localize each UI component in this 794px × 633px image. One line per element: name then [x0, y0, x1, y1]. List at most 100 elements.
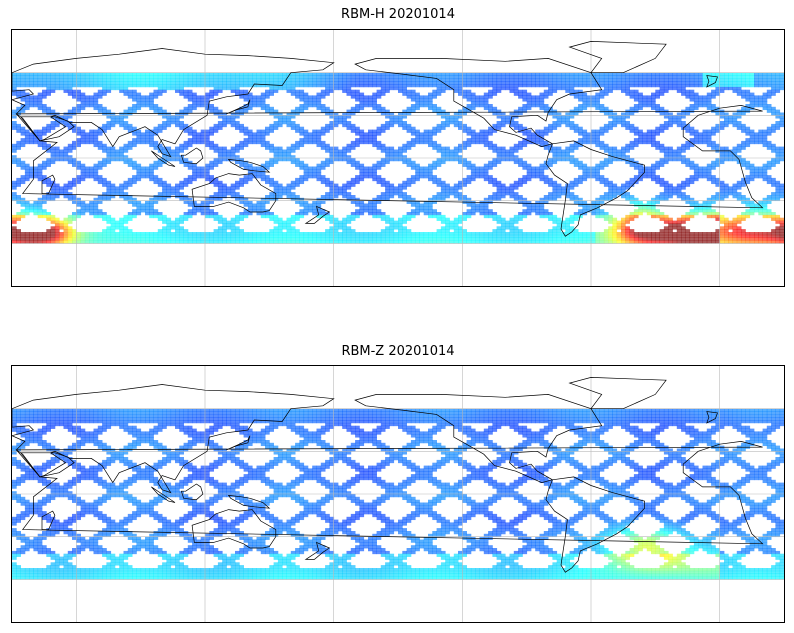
swath-cell — [290, 195, 296, 199]
swath-cell — [166, 158, 172, 162]
swath-cell — [102, 180, 107, 185]
swath-cell — [72, 229, 77, 233]
swath-cell — [496, 214, 502, 219]
swath-cell — [72, 84, 77, 88]
swath-cell — [123, 89, 129, 93]
swath-cell — [175, 229, 180, 233]
swath-cell — [256, 206, 262, 210]
swath-cell — [114, 118, 120, 122]
swath-cell — [548, 180, 553, 185]
swath-cell — [140, 98, 146, 102]
swath-cell — [556, 155, 562, 159]
swath-cell — [466, 104, 472, 108]
swath-cell — [586, 81, 592, 85]
swath-cell — [372, 212, 377, 216]
swath-cell — [260, 95, 266, 99]
map-panel-top — [11, 29, 785, 287]
swath-cell — [612, 86, 618, 91]
swath-cell — [342, 89, 347, 93]
swath-cell — [586, 72, 592, 76]
swath-cell — [466, 75, 472, 79]
swath-cell — [355, 212, 360, 216]
swath-cell — [436, 112, 442, 116]
swath-cell — [80, 129, 86, 133]
swath-cell — [269, 240, 274, 244]
swath-cell — [573, 75, 579, 79]
swath-cell — [295, 195, 300, 199]
swath-cell — [655, 212, 660, 216]
swath-cell — [119, 155, 124, 159]
swath-cell — [200, 72, 206, 76]
swath-cell — [127, 126, 133, 130]
swath-cell — [20, 98, 26, 102]
swath-cell — [582, 135, 588, 139]
swath-cell — [500, 86, 506, 91]
swath-cell — [243, 95, 249, 99]
swath-cell — [320, 126, 326, 130]
swath-cell — [217, 121, 223, 125]
swath-cell — [573, 232, 579, 236]
swath-cell — [466, 234, 472, 239]
swath-cell — [350, 232, 356, 236]
swath-cell — [192, 132, 197, 136]
swath-cell — [693, 106, 699, 111]
swath-cell — [496, 155, 502, 159]
swath-cell — [582, 132, 588, 136]
swath-cell — [428, 169, 433, 173]
swath-cell — [372, 75, 377, 79]
swath-cell — [50, 160, 56, 165]
swath-cell — [175, 121, 180, 125]
swath-cell — [16, 140, 21, 145]
swath-cell — [136, 81, 142, 85]
swath-cell — [179, 81, 184, 85]
swath-cell — [123, 158, 129, 162]
swath-cell — [93, 166, 99, 170]
swath-cell — [72, 214, 77, 219]
swath-cell — [222, 75, 227, 79]
swath-cell — [209, 177, 214, 182]
swath-cell — [213, 129, 219, 133]
swath-cell — [286, 149, 292, 153]
swath-cell — [513, 160, 519, 165]
swath-cell — [470, 75, 476, 79]
swath-cell — [76, 109, 81, 113]
swath-cell — [535, 95, 540, 99]
swath-cell — [505, 149, 510, 153]
swath-cell — [372, 101, 377, 105]
swath-cell — [76, 209, 81, 213]
swath-cell — [97, 209, 103, 213]
swath-cell — [548, 78, 553, 82]
swath-cell — [458, 112, 463, 116]
swath-cell — [496, 192, 502, 196]
swath-cell — [303, 175, 309, 179]
swath-cell — [389, 240, 395, 244]
swath-cell — [286, 81, 292, 85]
swath-cell — [50, 75, 56, 79]
swath-cell — [217, 123, 223, 128]
swath-cell — [102, 158, 107, 162]
swath-cell — [492, 86, 498, 91]
swath-cell — [110, 158, 116, 162]
swath-cell — [239, 160, 244, 165]
swath-cell — [145, 212, 150, 216]
swath-cell — [633, 78, 639, 82]
swath-cell — [676, 78, 682, 82]
swath-cell — [586, 206, 592, 210]
swath-cell — [145, 84, 150, 88]
swath-cell — [415, 84, 420, 88]
swath-cell — [440, 115, 446, 119]
swath-cell — [445, 223, 450, 227]
swath-cell — [179, 78, 184, 82]
swath-cell — [475, 169, 480, 173]
swath-cell — [621, 86, 626, 91]
swath-cell — [329, 109, 335, 113]
swath-cell — [187, 89, 193, 93]
swath-cell — [355, 209, 360, 213]
swath-cell — [320, 72, 326, 76]
swath-cell — [127, 123, 133, 128]
swath-cell — [290, 126, 296, 130]
swath-cell — [488, 92, 493, 96]
swath-cell — [187, 209, 193, 213]
swath-cell — [445, 220, 450, 224]
swath-cell — [406, 112, 412, 116]
